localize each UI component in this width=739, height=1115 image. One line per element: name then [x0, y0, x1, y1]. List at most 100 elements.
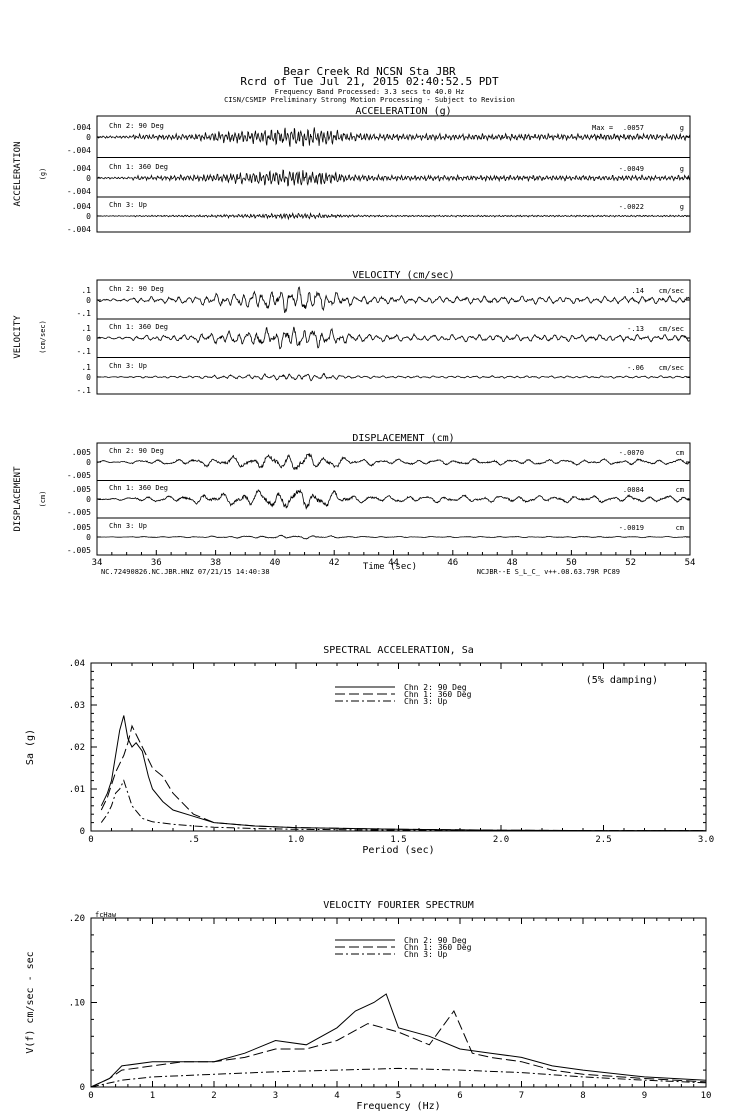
peak-prefix: Max =: [592, 124, 613, 132]
peak-unit: g: [680, 124, 684, 132]
corner-tag: fcHaw: [95, 911, 117, 919]
peak-unit: g: [680, 165, 684, 173]
ytick-zero: 0: [86, 533, 91, 542]
ytick-label: 0: [80, 827, 85, 837]
y-axis-label: Sa (g): [25, 729, 36, 765]
ytick-zero: 0: [86, 373, 91, 382]
ytick-label: .005: [72, 523, 91, 532]
xtick-label: 4: [334, 1091, 339, 1101]
ytick-label: .04: [69, 659, 85, 669]
xtick-label: 0: [88, 835, 93, 845]
ytick-label: .005: [72, 448, 91, 457]
ytick-zero: 0: [86, 296, 91, 305]
xtick-label: 9: [642, 1091, 647, 1101]
ytick-label: -.004: [67, 187, 91, 196]
time-history-panel-0: ACCELERATION (g)ACCELERATION (g).0040-.00…: [13, 106, 691, 234]
channel-name: Chn 2: 90 Deg: [109, 122, 164, 130]
legend-entry: Chn 3: Up: [404, 697, 448, 706]
ytick-label: -.1: [77, 309, 92, 318]
ytick-label: -.1: [77, 386, 92, 395]
peak-value: -.13: [627, 325, 644, 333]
xtick-label: 5: [396, 1091, 401, 1101]
xtick-label: 2.5: [595, 835, 611, 845]
channel-name: Chn 3: Up: [109, 362, 147, 370]
panel-title: VELOCITY (cm/sec): [352, 270, 454, 281]
legend-entry: Chn 2: 90 Deg: [404, 936, 467, 945]
ytick-label: -.004: [67, 146, 91, 155]
ytick-label: .03: [69, 701, 85, 711]
chart-title: SPECTRAL ACCELERATION, Sa: [323, 645, 474, 656]
xtick-label: 6: [457, 1091, 462, 1101]
x-axis-label: Frequency (Hz): [356, 1101, 440, 1112]
spectrum-chart-4: VELOCITY FOURIER SPECTRUM Frequency (Hz) V…: [25, 900, 711, 1112]
panel-ylabel: VELOCITY: [13, 315, 23, 359]
xtick-label: 10: [701, 1091, 712, 1101]
peak-value: -.06: [627, 364, 644, 372]
xtick-label: 3: [273, 1091, 278, 1101]
channel-name: Chn 2: 90 Deg: [109, 285, 164, 293]
xtick-label: 34: [92, 558, 103, 568]
trace-chn2: [96, 453, 691, 471]
peak-value: .0084: [623, 486, 644, 494]
peak-value: -.0049: [619, 165, 644, 173]
xtick-label: 52: [625, 558, 636, 568]
panel-ylabel: ACCELERATION: [13, 141, 23, 206]
peak-value: -.0070: [619, 449, 644, 457]
panel-yunit: (cm/sec): [39, 320, 47, 354]
time-axis-label: Time (sec): [363, 562, 417, 572]
trace-chn1: [96, 488, 690, 510]
panel-ylabel: DISPLACEMENT: [13, 466, 23, 532]
header-record: Rcrd of Tue Jul 21, 2015 02:40:52.5 PDT: [240, 75, 499, 88]
time-history-panel-1: VELOCITY (cm/sec)VELOCITY (cm/sec).10-.1C…: [13, 270, 691, 395]
footer-right: NCJBR--E S_L_C_ v++.08.63.79R PC89: [477, 568, 620, 576]
ytick-label: -.005: [67, 508, 91, 517]
peak-value: -.0019: [619, 524, 644, 532]
header-station: Bear Creek Rd NCSN Sta JBR: [283, 65, 456, 78]
peak-unit: cm/sec: [659, 287, 684, 295]
xtick-label: 2: [211, 1091, 216, 1101]
xtick-label: 40: [269, 558, 280, 568]
time-history-panel-2: DISPLACEMENT (cm)DISPLACEMENT (cm).0050-.…: [13, 433, 691, 556]
ytick-label: -.005: [67, 546, 91, 555]
ytick-label: .02: [69, 743, 85, 753]
ytick-label: .10: [69, 999, 85, 1009]
panel-frame: [96, 279, 691, 395]
ytick-label: .004: [72, 123, 91, 132]
xtick-label: 2.0: [493, 835, 509, 845]
panel-yunit: (cm): [39, 491, 47, 508]
xtick-label: 0: [88, 1091, 93, 1101]
chart-title: VELOCITY FOURIER SPECTRUM: [323, 900, 474, 911]
ytick-label: .1: [81, 324, 91, 333]
trace-chn2: [96, 127, 691, 147]
ytick-zero: 0: [86, 133, 91, 142]
ytick-label: .01: [69, 785, 85, 795]
panel-yunit: (g): [39, 168, 47, 181]
xtick-label: 1.0: [288, 835, 304, 845]
xtick-label: 8: [580, 1091, 585, 1101]
ytick-label: .1: [81, 286, 91, 295]
header-note: CISN/CSMIP Preliminary Strong Motion Pro…: [224, 96, 515, 104]
peak-unit: g: [680, 203, 684, 211]
plot-frame: [90, 662, 707, 832]
ytick-zero: 0: [86, 174, 91, 183]
peak-unit: cm: [676, 486, 684, 494]
trace-chn3: [96, 211, 691, 221]
xtick-label: 48: [507, 558, 518, 568]
peak-value: -.0022: [619, 203, 644, 211]
ytick-label: -.004: [67, 225, 91, 234]
ytick-label: .1: [81, 363, 91, 372]
xtick-label: 42: [329, 558, 340, 568]
xtick-label: .5: [188, 835, 199, 845]
header-band: Frequency Band Processed: 3.3 secs to 40…: [274, 88, 465, 96]
ytick-label: .005: [72, 485, 91, 494]
panel-title: ACCELERATION (g): [355, 106, 451, 117]
xtick-label: 46: [447, 558, 458, 568]
peak-unit: cm: [676, 449, 684, 457]
xtick-label: 36: [151, 558, 162, 568]
channel-name: Chn 3: Up: [109, 522, 147, 530]
channel-name: Chn 2: 90 Deg: [109, 447, 164, 455]
ytick-label: .004: [72, 202, 91, 211]
ytick-zero: 0: [86, 334, 91, 343]
trace-chn3: [96, 372, 691, 382]
